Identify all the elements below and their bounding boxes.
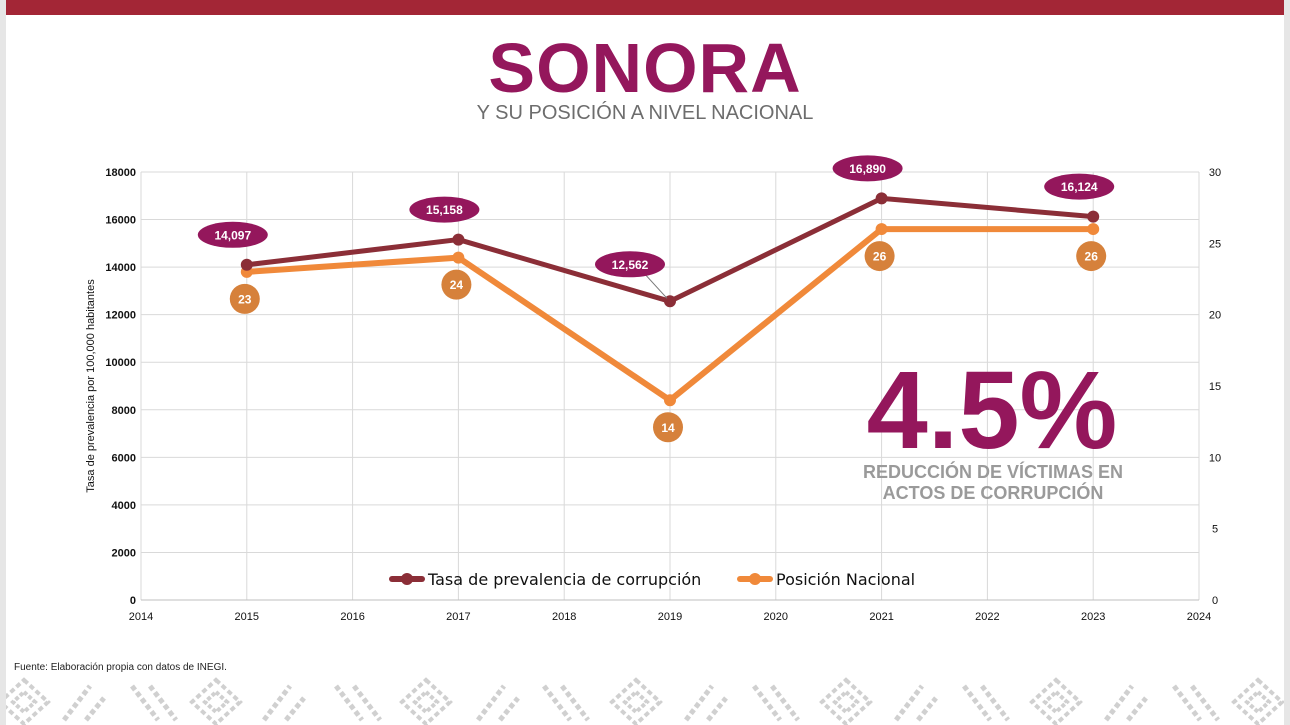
chart-data-labels: 14,097 15,158 12,562 16,890 16,124 23 24 14 26 26 (197, 155, 1115, 443)
x-tick-label: 2018 (552, 611, 576, 623)
chart-series (240, 192, 1100, 407)
legend-label-position: Posición Nacional (776, 570, 915, 589)
legend-item-position: Posición Nacional (737, 570, 915, 589)
position-data-label: 14 (661, 421, 675, 435)
prevalence-label-badge (595, 251, 665, 278)
y2-tick-label: 15 (1209, 381, 1221, 393)
prevalence-data-label: 15,158 (426, 203, 463, 217)
y2-tick-label: 5 (1212, 524, 1218, 536)
y-tick-label: 0 (130, 595, 136, 607)
x-tick-label: 2016 (340, 611, 364, 623)
top-color-bar (6, 0, 1284, 15)
y-tick-label: 18000 (105, 167, 136, 179)
slide: SONORA Y SU POSICIÓN A NIVEL NACIONAL 20… (6, 0, 1284, 725)
position-data-label: 26 (1085, 250, 1099, 264)
source-note: Fuente: Elaboración propia con datos de … (14, 662, 227, 673)
x-tick-label: 2019 (658, 611, 682, 623)
position-label-badge (864, 241, 895, 272)
y-tick-label: 6000 (112, 452, 136, 464)
y-tick-label: 8000 (112, 405, 136, 417)
decorative-pattern (6, 677, 1284, 725)
position-label-badge (653, 412, 683, 443)
prevalence-data-label: 16,124 (1061, 180, 1098, 194)
y-tick-label: 4000 (112, 500, 136, 512)
y-tick-label: 14000 (105, 262, 136, 274)
prevalence-label-badge (832, 155, 903, 182)
x-tick-label: 2021 (869, 611, 893, 623)
prevalence-label-badge (409, 196, 480, 223)
prevalence-data-label: 16,890 (849, 162, 886, 176)
prevalence-data-label: 14,097 (214, 228, 251, 242)
highlight-caption-line1: REDUCCIÓN DE VÍCTIMAS EN (863, 461, 1123, 482)
position-point (452, 251, 465, 264)
position-point (875, 223, 888, 236)
position-point (664, 394, 676, 407)
label-leader-line (645, 274, 668, 299)
position-point (1087, 223, 1100, 236)
prevalence-data-label: 12,562 (612, 258, 649, 272)
slide-title: SONORA (488, 29, 802, 107)
position-label-badge (441, 269, 472, 300)
x-tick-label: 2017 (446, 611, 470, 623)
x-tick-label: 2023 (1081, 611, 1105, 623)
position-label-badge (229, 283, 260, 314)
y2-tick-label: 25 (1209, 238, 1221, 250)
x-tick-label: 2022 (975, 611, 999, 623)
prevalence-label-badge (197, 221, 268, 248)
prevalence-point (875, 192, 888, 205)
y-tick-label: 16000 (105, 215, 136, 227)
chart-legend: Tasa de prevalencia de corrupción Posici… (389, 570, 915, 589)
position-data-label: 23 (238, 292, 252, 306)
y2-tick-label: 30 (1209, 167, 1221, 179)
highlight-caption-line2: ACTOS DE CORRUPCIÓN (883, 482, 1104, 503)
x-tick-label: 2015 (235, 611, 259, 623)
y2-tick-label: 20 (1209, 310, 1221, 322)
position-data-label: 24 (450, 278, 464, 292)
prevalence-label-badge (1044, 173, 1115, 200)
line-chart: 2014 2015 2016 2017 2018 2019 2020 2021 2022 2023… (85, 155, 1221, 623)
x-tick-label: 2024 (1187, 611, 1211, 623)
x-tick-label: 2014 (129, 611, 153, 623)
highlight-percentage: 4.5% (867, 349, 1118, 472)
y-tick-label: 2000 (112, 547, 136, 559)
prevalence-point (452, 233, 465, 246)
prevalence-point (1087, 210, 1100, 223)
slide-subtitle: Y SU POSICIÓN A NIVEL NACIONAL (476, 102, 814, 124)
prevalence-point (240, 258, 253, 271)
y-tick-label: 10000 (105, 357, 136, 369)
legend-label-prevalence: Tasa de prevalencia de corrupción (427, 570, 701, 589)
y-tick-label: 12000 (105, 310, 136, 322)
y-axis-label: Tasa de prevalencia por 100,000 habitant… (85, 279, 97, 493)
x-tick-label: 2020 (764, 611, 788, 623)
position-label-badge (1076, 241, 1107, 272)
y2-tick-label: 10 (1209, 452, 1221, 464)
y2-tick-label: 0 (1212, 595, 1218, 607)
chart-axes: 2014 2015 2016 2017 2018 2019 2020 2021 2022 2023… (105, 167, 1221, 623)
position-data-label: 26 (873, 250, 887, 264)
legend-item-prevalence: Tasa de prevalencia de corrupción (389, 570, 701, 589)
